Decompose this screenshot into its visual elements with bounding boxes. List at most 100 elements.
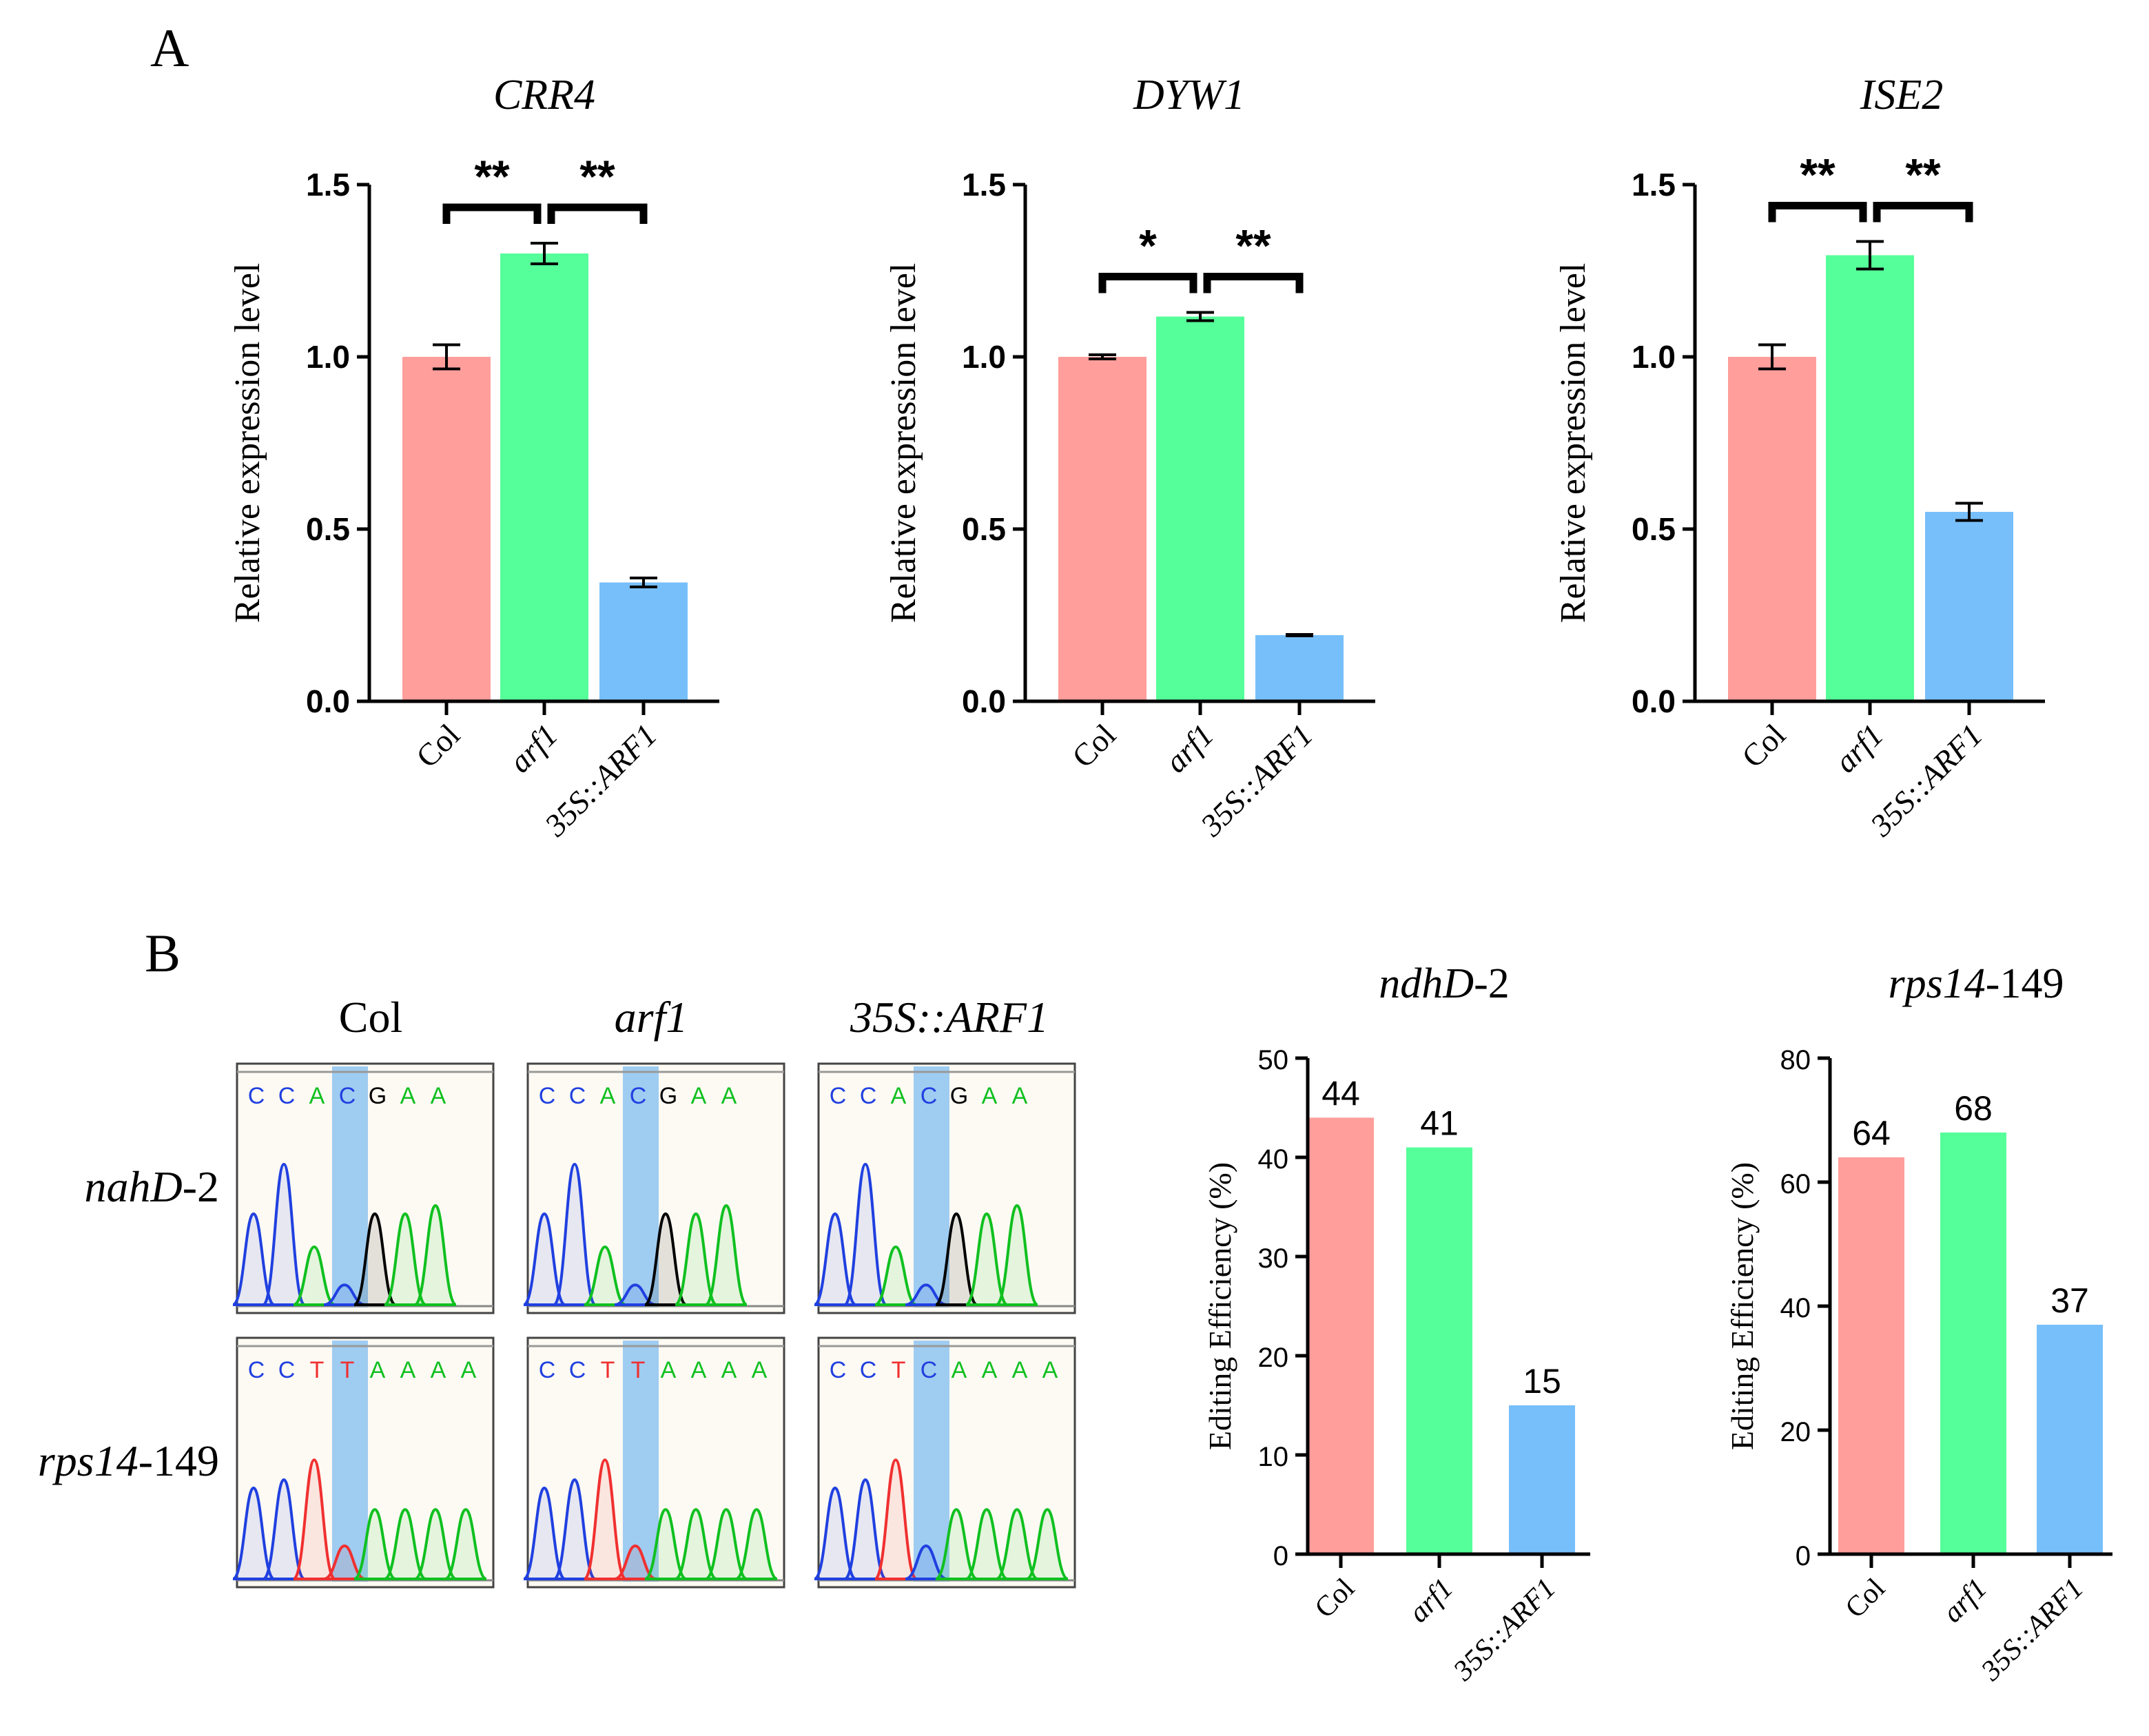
base-call-3: T: [340, 1357, 355, 1383]
base-call-5: A: [400, 1357, 416, 1383]
sig-bracket-ise2-0: [1768, 202, 1867, 223]
peak-6: [995, 1203, 1039, 1306]
peak-6: [996, 1508, 1038, 1580]
chart-title-italic: ndhD: [1379, 960, 1474, 1007]
base-call-0: C: [539, 1083, 556, 1109]
base-call-4: G: [369, 1083, 387, 1109]
bar-dyw1-2: [1255, 635, 1344, 701]
base-call-3: C: [339, 1083, 356, 1109]
x-tick-label-ndhd-0: Col: [1309, 1573, 1361, 1624]
row-label-position: -2: [183, 1162, 219, 1211]
base-call-2: A: [600, 1083, 616, 1109]
base-call-7: A: [1042, 1357, 1058, 1383]
base-call-1: C: [860, 1083, 877, 1109]
edit-site-highlight: [914, 1066, 949, 1308]
base-call-4: A: [370, 1357, 386, 1383]
sig-label-crr4-1: **: [579, 151, 615, 202]
peak-4: [935, 1508, 978, 1580]
sig-bracket-crr4-0: [442, 203, 542, 224]
base-call-6: A: [721, 1083, 737, 1109]
peak-7: [444, 1508, 487, 1580]
x-tick-label-crr4-1: arf1: [502, 717, 564, 779]
y-tick-label-ise2-1: 0.5: [1632, 511, 1676, 547]
sig-label-dyw1-1: **: [1235, 220, 1271, 271]
peak-1: [553, 1478, 597, 1580]
x-tick-label-ndhd-1: arf1: [1403, 1573, 1459, 1629]
base-call-6: A: [1012, 1357, 1028, 1383]
y-axis-label-rps14: Editing Efficiency (%): [1725, 1162, 1760, 1450]
bar-crr4-0: [402, 357, 491, 701]
base-call-7: A: [461, 1357, 477, 1383]
x-tick-label-rps14-2: 35S::ARF1: [1975, 1573, 2090, 1688]
base-call-7: A: [752, 1357, 768, 1383]
panel-label-a: A: [150, 18, 189, 78]
base-call-6: A: [431, 1357, 446, 1383]
y-tick-label-crr4-1: 0.5: [306, 511, 350, 547]
y-axis-label-crr4: Relative expression level: [228, 263, 267, 623]
y-tick-label-rps14-2: 40: [1780, 1293, 1811, 1323]
bar-crr4-2: [599, 582, 688, 701]
peak-3: [614, 1283, 657, 1306]
base-call-3: C: [921, 1357, 938, 1383]
peak-0: [813, 1486, 857, 1580]
peak-4: [644, 1212, 688, 1306]
data-label-ndhd-1: 41: [1420, 1104, 1459, 1143]
data-label-rps14-0: 64: [1852, 1114, 1891, 1153]
bar-ise2-1: [1826, 255, 1914, 701]
y-tick-label-crr4-3: 1.5: [306, 167, 350, 203]
base-call-0: C: [539, 1357, 556, 1383]
bar-dyw1-0: [1058, 357, 1147, 701]
bar-charts: CRR4 0.0 0.5 1.0 1.5 Relative expression leve…: [228, 72, 2112, 1687]
y-tick-label-ise2-0: 0.0: [1632, 683, 1676, 719]
peak-6: [704, 1203, 748, 1306]
peak-4: [353, 1508, 396, 1580]
chromatogram-column-label-2: 35S::ARF1: [850, 993, 1049, 1042]
chart-dyw1: DYW1 0.0 0.5 1.0 1.5 Relative expression leve…: [884, 72, 1375, 843]
base-call-6: A: [721, 1357, 737, 1383]
peak-5: [675, 1508, 717, 1580]
y-tick-label-ise2-2: 1.0: [1632, 339, 1676, 375]
peak-0: [522, 1486, 566, 1580]
sig-label-ise2-1: **: [1905, 149, 1941, 200]
y-tick-label-ndhd-2: 20: [1258, 1343, 1289, 1373]
base-call-2: A: [891, 1083, 907, 1109]
chart-title-suffix: -149: [1986, 960, 2064, 1007]
y-tick-label-rps14-4: 80: [1780, 1045, 1811, 1075]
base-call-5: A: [400, 1083, 416, 1109]
bar-dyw1-1: [1156, 316, 1244, 701]
base-call-3: T: [631, 1357, 646, 1383]
x-tick-label-ise2-0: Col: [1735, 717, 1792, 774]
sig-label-ise2-0: **: [1800, 149, 1836, 200]
peak-6: [414, 1508, 457, 1580]
edit-site-highlight: [623, 1066, 659, 1308]
peak-4: [644, 1508, 687, 1580]
chart-title-suffix: -2: [1474, 960, 1510, 1007]
base-call-3: C: [630, 1083, 647, 1109]
panel-label-b: B: [145, 923, 181, 983]
base-call-1: C: [860, 1357, 877, 1383]
base-call-0: C: [830, 1357, 847, 1383]
base-call-1: C: [278, 1357, 296, 1383]
base-call-5: A: [982, 1083, 998, 1109]
y-tick-label-rps14-1: 20: [1780, 1417, 1811, 1447]
peak-2: [584, 1245, 626, 1306]
x-tick-label-ise2-1: arf1: [1828, 717, 1890, 779]
peak-6: [413, 1203, 457, 1306]
edit-site-highlight: [914, 1341, 949, 1582]
peak-7: [1026, 1508, 1069, 1580]
peak-5: [965, 1212, 1009, 1306]
base-call-5: A: [691, 1357, 707, 1383]
y-tick-label-crr4-2: 1.0: [306, 339, 350, 375]
base-call-5: A: [982, 1357, 998, 1383]
chromatogram-column-label-0: Col: [339, 993, 402, 1042]
edit-site-highlight: [623, 1341, 659, 1582]
y-tick-label-dyw1-1: 0.5: [962, 511, 1006, 547]
data-label-ndhd-0: 44: [1322, 1074, 1360, 1113]
chart-title-ndhd: ndhD-2: [1379, 960, 1509, 1007]
peak-3: [905, 1283, 947, 1306]
row-label-gene: rps14: [38, 1436, 138, 1485]
